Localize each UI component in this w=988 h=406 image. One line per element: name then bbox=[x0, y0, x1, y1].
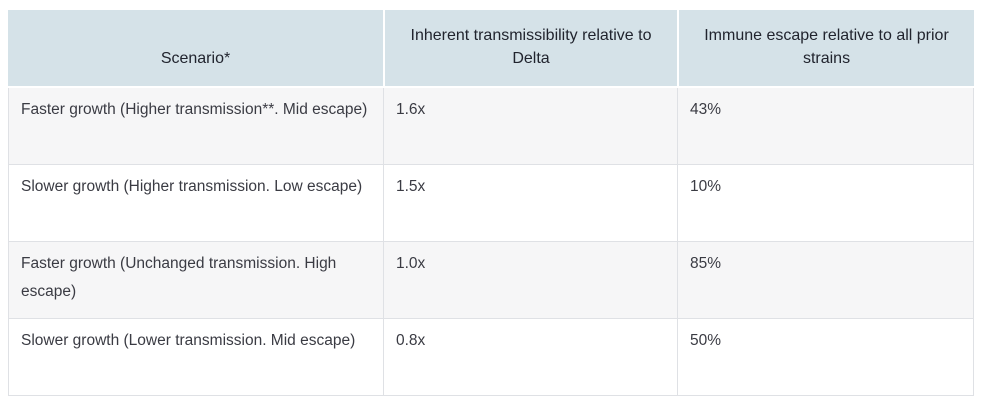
header-row: Scenario* Inherent transmissibility rela… bbox=[8, 10, 974, 88]
table-row: Slower growth (Higher transmission. Low … bbox=[8, 165, 974, 242]
table-row: Faster growth (Unchanged transmission. H… bbox=[8, 242, 974, 319]
cell-scenario: Faster growth (Higher transmission**. Mi… bbox=[8, 88, 383, 165]
column-header-transmissibility: Inherent transmissibility relative to De… bbox=[383, 10, 677, 88]
table-row: Slower growth (Lower transmission. Mid e… bbox=[8, 319, 974, 396]
cell-transmissibility: 1.5x bbox=[383, 165, 677, 242]
cell-scenario: Slower growth (Higher transmission. Low … bbox=[8, 165, 383, 242]
cell-scenario: Slower growth (Lower transmission. Mid e… bbox=[8, 319, 383, 396]
cell-transmissibility: 0.8x bbox=[383, 319, 677, 396]
cell-immune-escape: 85% bbox=[677, 242, 974, 319]
cell-scenario: Faster growth (Unchanged transmission. H… bbox=[8, 242, 383, 319]
column-header-immune-escape: Immune escape relative to all prior stra… bbox=[677, 10, 974, 88]
cell-transmissibility: 1.0x bbox=[383, 242, 677, 319]
cell-immune-escape: 10% bbox=[677, 165, 974, 242]
column-header-scenario: Scenario* bbox=[8, 10, 383, 88]
cell-immune-escape: 50% bbox=[677, 319, 974, 396]
cell-immune-escape: 43% bbox=[677, 88, 974, 165]
table-row: Faster growth (Higher transmission**. Mi… bbox=[8, 88, 974, 165]
scenarios-table: Scenario* Inherent transmissibility rela… bbox=[8, 10, 974, 396]
cell-transmissibility: 1.6x bbox=[383, 88, 677, 165]
